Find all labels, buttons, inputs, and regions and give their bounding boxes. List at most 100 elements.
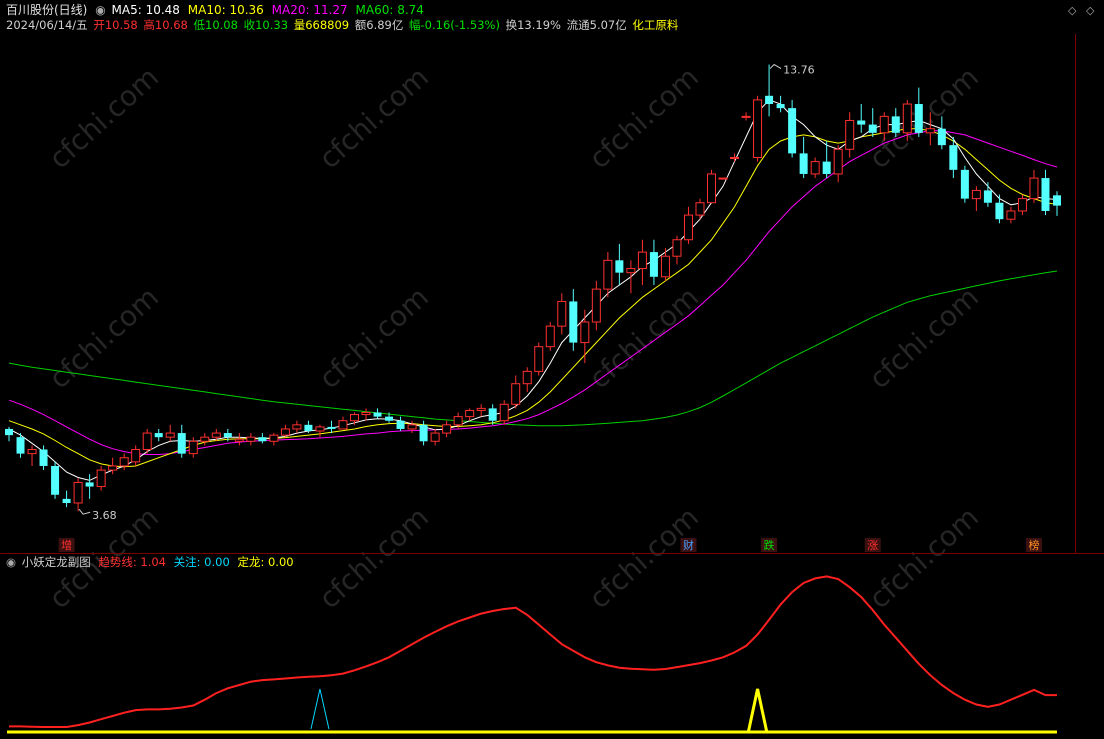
candle-body bbox=[960, 169, 969, 199]
settings-circle-icon[interactable]: ◉ bbox=[95, 3, 106, 17]
event-markers: 增财跌涨榜 bbox=[58, 538, 1042, 552]
candle-body bbox=[430, 432, 440, 442]
focus-spike bbox=[310, 688, 330, 730]
candle-body bbox=[453, 416, 463, 426]
candle-body bbox=[280, 428, 290, 436]
diamond-icon-2[interactable]: ◇ bbox=[1086, 4, 1095, 17]
ma10-series bbox=[8, 128, 1058, 468]
candle-body bbox=[211, 432, 221, 438]
candle-body bbox=[304, 424, 313, 432]
right-axis-line bbox=[1075, 34, 1076, 554]
ma10-label: MA10: 10.36 bbox=[187, 3, 264, 17]
candle-body bbox=[707, 173, 717, 204]
candle-body bbox=[683, 214, 693, 241]
candle-body bbox=[753, 99, 763, 159]
candle-body bbox=[327, 426, 336, 429]
candle-body bbox=[349, 414, 359, 422]
candle-body bbox=[569, 301, 578, 343]
candles-series bbox=[5, 64, 1061, 512]
candle-body bbox=[1053, 195, 1061, 206]
stock-title[interactable]: 百川股份(日线) bbox=[6, 3, 88, 17]
indicator-settings-icon[interactable]: ◉ bbox=[6, 555, 17, 569]
indicator-header: ◉ 小妖定龙副图 趋势线: 1.04 关注: 0.00 定龙: 0.00 bbox=[6, 555, 298, 569]
float-cap-label: 流通5.07亿 bbox=[566, 18, 627, 32]
event-marker-0: 增 bbox=[61, 538, 72, 552]
volume-label: 量668809 bbox=[293, 18, 350, 32]
candle-body bbox=[637, 251, 647, 270]
candle-body bbox=[361, 412, 371, 416]
candle-body bbox=[914, 104, 923, 133]
watermark-text: cfchi.com bbox=[313, 500, 435, 615]
candle-body bbox=[234, 438, 244, 442]
candle-body bbox=[315, 426, 325, 432]
trend-line bbox=[9, 575, 1057, 728]
ma60-line bbox=[8, 270, 1058, 427]
candle-body bbox=[660, 255, 670, 278]
panel-divider bbox=[0, 553, 1104, 554]
candle-body bbox=[223, 433, 232, 438]
candle-body bbox=[591, 288, 601, 323]
candle-body bbox=[695, 202, 705, 216]
event-marker-bg bbox=[761, 538, 778, 552]
watermark-text: cfchi.com bbox=[43, 60, 165, 175]
event-marker-bg bbox=[58, 538, 75, 552]
event-marker-3: 涨 bbox=[867, 539, 878, 552]
candle-body bbox=[385, 416, 394, 421]
chart-header-ma: 百川股份(日线) ◉ MA5: 10.48 MA10: 10.36 MA20: … bbox=[6, 3, 428, 17]
candle-body bbox=[5, 428, 13, 436]
candle-body bbox=[925, 128, 935, 134]
candle-body bbox=[27, 449, 37, 455]
watermark-text: cfchi.com bbox=[583, 500, 705, 615]
candle-body bbox=[488, 408, 497, 421]
candle-body bbox=[419, 424, 428, 442]
candle-body bbox=[188, 440, 198, 455]
candle-body bbox=[142, 432, 152, 451]
candle-body bbox=[108, 465, 118, 471]
annotations: 13.76 3.68 bbox=[78, 64, 815, 522]
candle-body bbox=[949, 145, 958, 170]
event-marker-2: 跌 bbox=[764, 538, 775, 552]
candle-body bbox=[119, 457, 129, 467]
candle-body bbox=[499, 403, 509, 422]
candle-body bbox=[269, 434, 279, 442]
candle-body bbox=[62, 498, 71, 503]
diamond-icon[interactable]: ◇ bbox=[1068, 4, 1077, 17]
candle-body bbox=[995, 202, 1004, 220]
candle-body bbox=[788, 108, 797, 154]
min-price-label: 3.68 bbox=[92, 509, 117, 522]
candle-body bbox=[1029, 177, 1039, 200]
candle-body bbox=[833, 148, 843, 175]
sector-label[interactable]: 化工原料 bbox=[632, 18, 679, 32]
candle-body bbox=[545, 325, 555, 348]
indicator-title[interactable]: 小妖定龙副图 bbox=[21, 555, 91, 569]
candle-body bbox=[902, 103, 912, 134]
date-label: 2024/06/14/五 bbox=[6, 18, 88, 32]
candle-body bbox=[442, 424, 452, 434]
candle-body bbox=[718, 177, 728, 180]
candle-body bbox=[373, 412, 382, 417]
close-label: 收10.33 bbox=[243, 18, 289, 32]
dragon-spike bbox=[747, 688, 769, 732]
amount-label: 额6.89亿 bbox=[354, 18, 404, 32]
candle-body bbox=[85, 482, 94, 487]
candle-body bbox=[246, 436, 256, 442]
candle-body bbox=[672, 239, 682, 257]
high-label: 高10.68 bbox=[143, 18, 188, 32]
event-marker-bg bbox=[864, 538, 881, 552]
candle-body bbox=[39, 449, 48, 466]
candle-body bbox=[534, 346, 544, 372]
candle-body bbox=[776, 104, 785, 109]
ma10-line bbox=[8, 128, 1058, 468]
watermark-text: cfchi.com bbox=[313, 280, 435, 395]
turnover-label: 换13.19% bbox=[505, 18, 561, 32]
max-price-label: 13.76 bbox=[783, 64, 815, 77]
candle-body bbox=[937, 128, 946, 146]
candle-body bbox=[730, 157, 740, 159]
change-label: 幅-0.16(-1.53%) bbox=[409, 18, 500, 32]
candle-body bbox=[511, 383, 521, 405]
candle-body bbox=[891, 116, 900, 133]
candle-body bbox=[465, 409, 475, 418]
watermark-text: cfchi.com bbox=[583, 60, 705, 175]
